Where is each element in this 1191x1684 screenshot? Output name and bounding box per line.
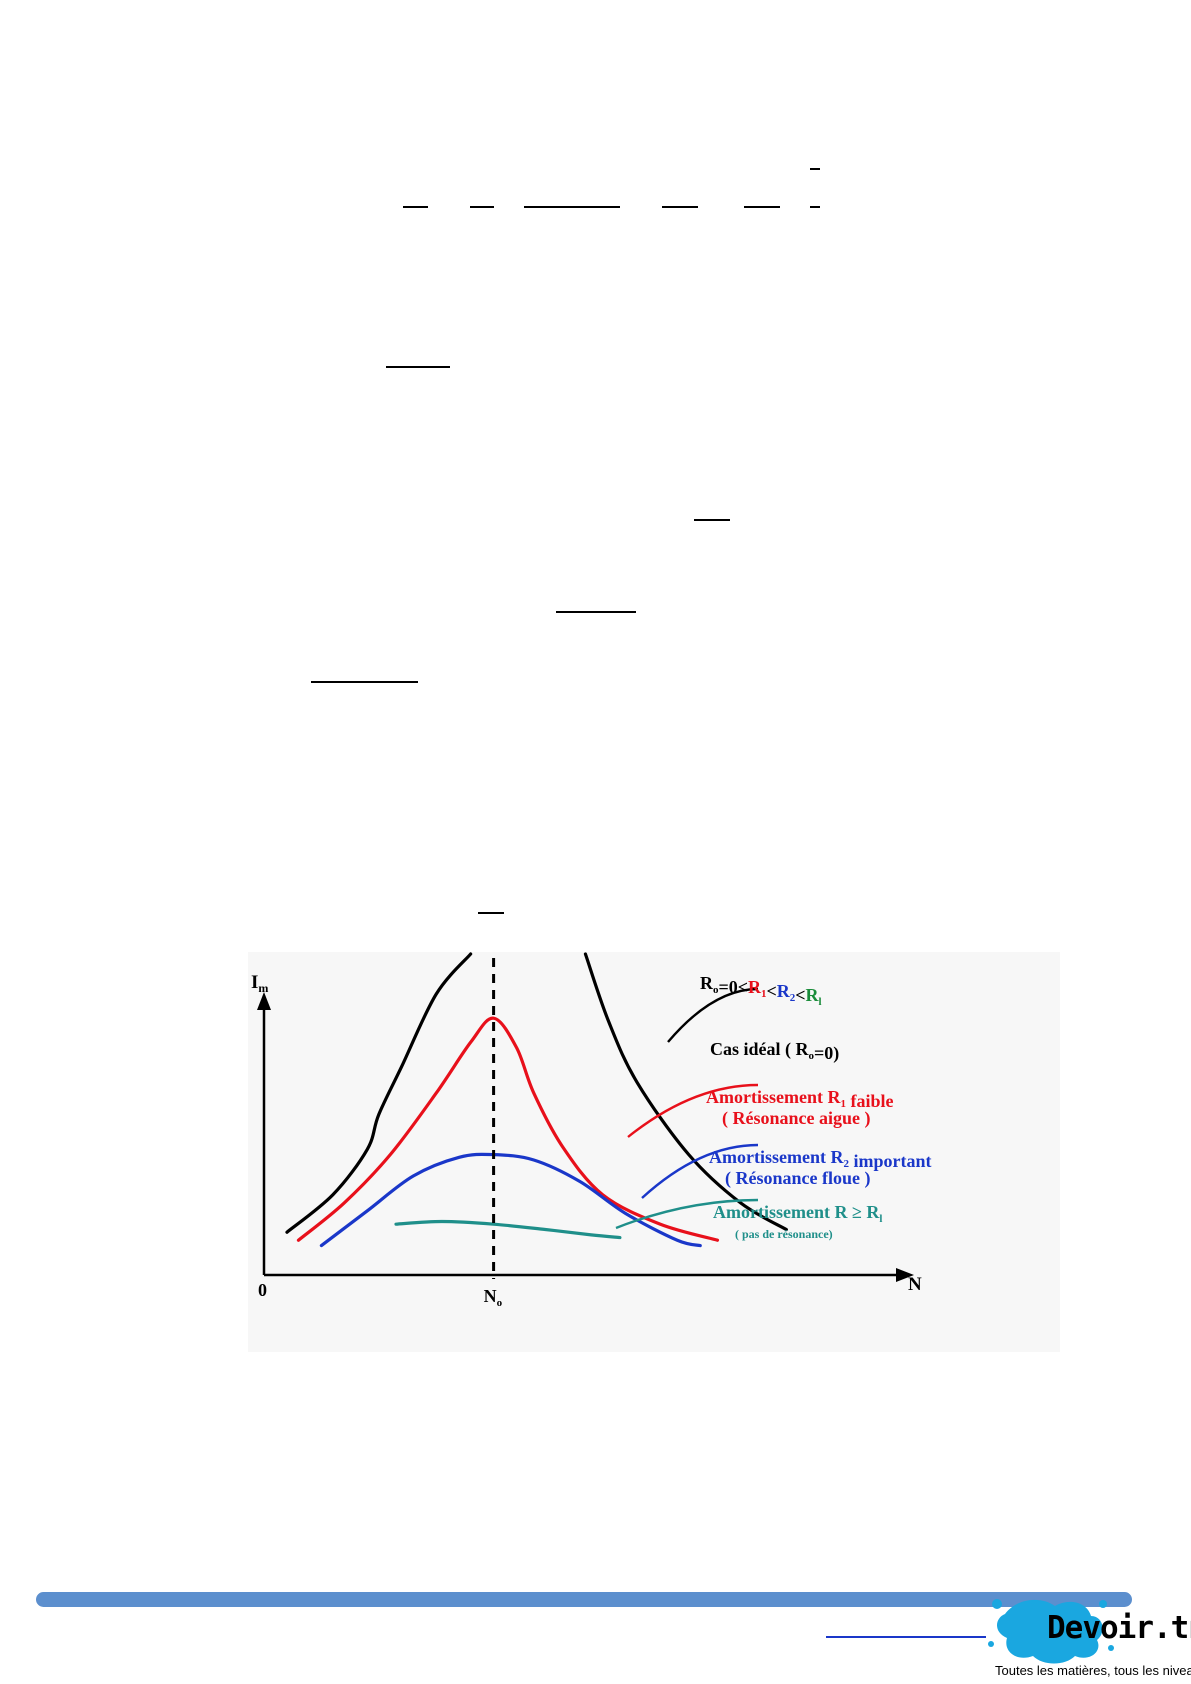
equation-fraction-bar bbox=[403, 206, 428, 208]
leader-line-r2 bbox=[641, 1143, 759, 1199]
resonance-chart-svg: Im N 0 No Ro=0<R1<R2<Rl Cas idéal ( Ro=0) Amor… bbox=[248, 952, 1060, 1352]
x-axis-label: N bbox=[908, 1274, 922, 1295]
leader-line-rl bbox=[615, 1198, 759, 1230]
resonance-chart: Im N 0 No Ro=0<R1<R2<Rl Cas idéal ( Ro=0) Amor… bbox=[248, 952, 1060, 1352]
equation-fraction-bar bbox=[311, 681, 418, 683]
series-curve-rl bbox=[394, 1219, 622, 1240]
chart-background bbox=[248, 952, 1060, 1352]
equation-fraction-bar bbox=[524, 206, 620, 208]
devoir-logo: Devoir.tn Toutes les matières, tous les … bbox=[985, 1592, 1191, 1684]
series-label-rl: Amortissement R ≥ Rl bbox=[713, 1202, 882, 1225]
y-axis-label: Im bbox=[251, 972, 268, 995]
equation-fraction-bar bbox=[470, 206, 494, 208]
series-sublabel-rl: ( pas de résonance) bbox=[735, 1227, 833, 1241]
series-label-r2: Amortissement R2 important bbox=[709, 1147, 931, 1171]
equation-fraction-bar bbox=[744, 206, 780, 208]
series-label-ideal: Cas idéal ( Ro=0) bbox=[710, 1039, 839, 1064]
equation-fraction-bar bbox=[810, 168, 820, 170]
x-axis-arrow bbox=[896, 1268, 914, 1282]
series-curve-ideal bbox=[285, 952, 473, 1234]
series-sublabel-r1: ( Résonance aigue ) bbox=[722, 1108, 870, 1129]
series-sublabel-r2: ( Résonance floue ) bbox=[725, 1168, 870, 1189]
equation-fraction-bar bbox=[694, 519, 730, 521]
y-axis-arrow bbox=[257, 992, 271, 1010]
footer-link-underline[interactable] bbox=[826, 1636, 986, 1638]
legend-header: Ro=0<R1<R2<Rl bbox=[700, 973, 822, 1008]
footer-bar bbox=[36, 1592, 1132, 1607]
equation-fraction-bar bbox=[386, 366, 450, 368]
equation-fraction-bar bbox=[810, 206, 820, 208]
logo-text: Devoir.tn bbox=[1047, 1610, 1191, 1646]
series-curve-r1 bbox=[296, 1016, 720, 1242]
series-label-r1: Amortissement R1 faible bbox=[706, 1087, 893, 1111]
equation-fraction-bar bbox=[556, 611, 636, 613]
leader-line-r1 bbox=[627, 1083, 759, 1138]
x-tick-resonance: No bbox=[484, 1286, 503, 1309]
equation-fraction-bar bbox=[478, 912, 504, 914]
logo-slogan: Toutes les matières, tous les niveaux.. bbox=[995, 1663, 1191, 1678]
series-curve-r2 bbox=[319, 1152, 702, 1248]
equation-fraction-bar bbox=[662, 206, 698, 208]
x-tick-origin: 0 bbox=[258, 1280, 267, 1300]
splash-icon bbox=[988, 1599, 1114, 1664]
leader-line-ideal bbox=[667, 987, 759, 1043]
